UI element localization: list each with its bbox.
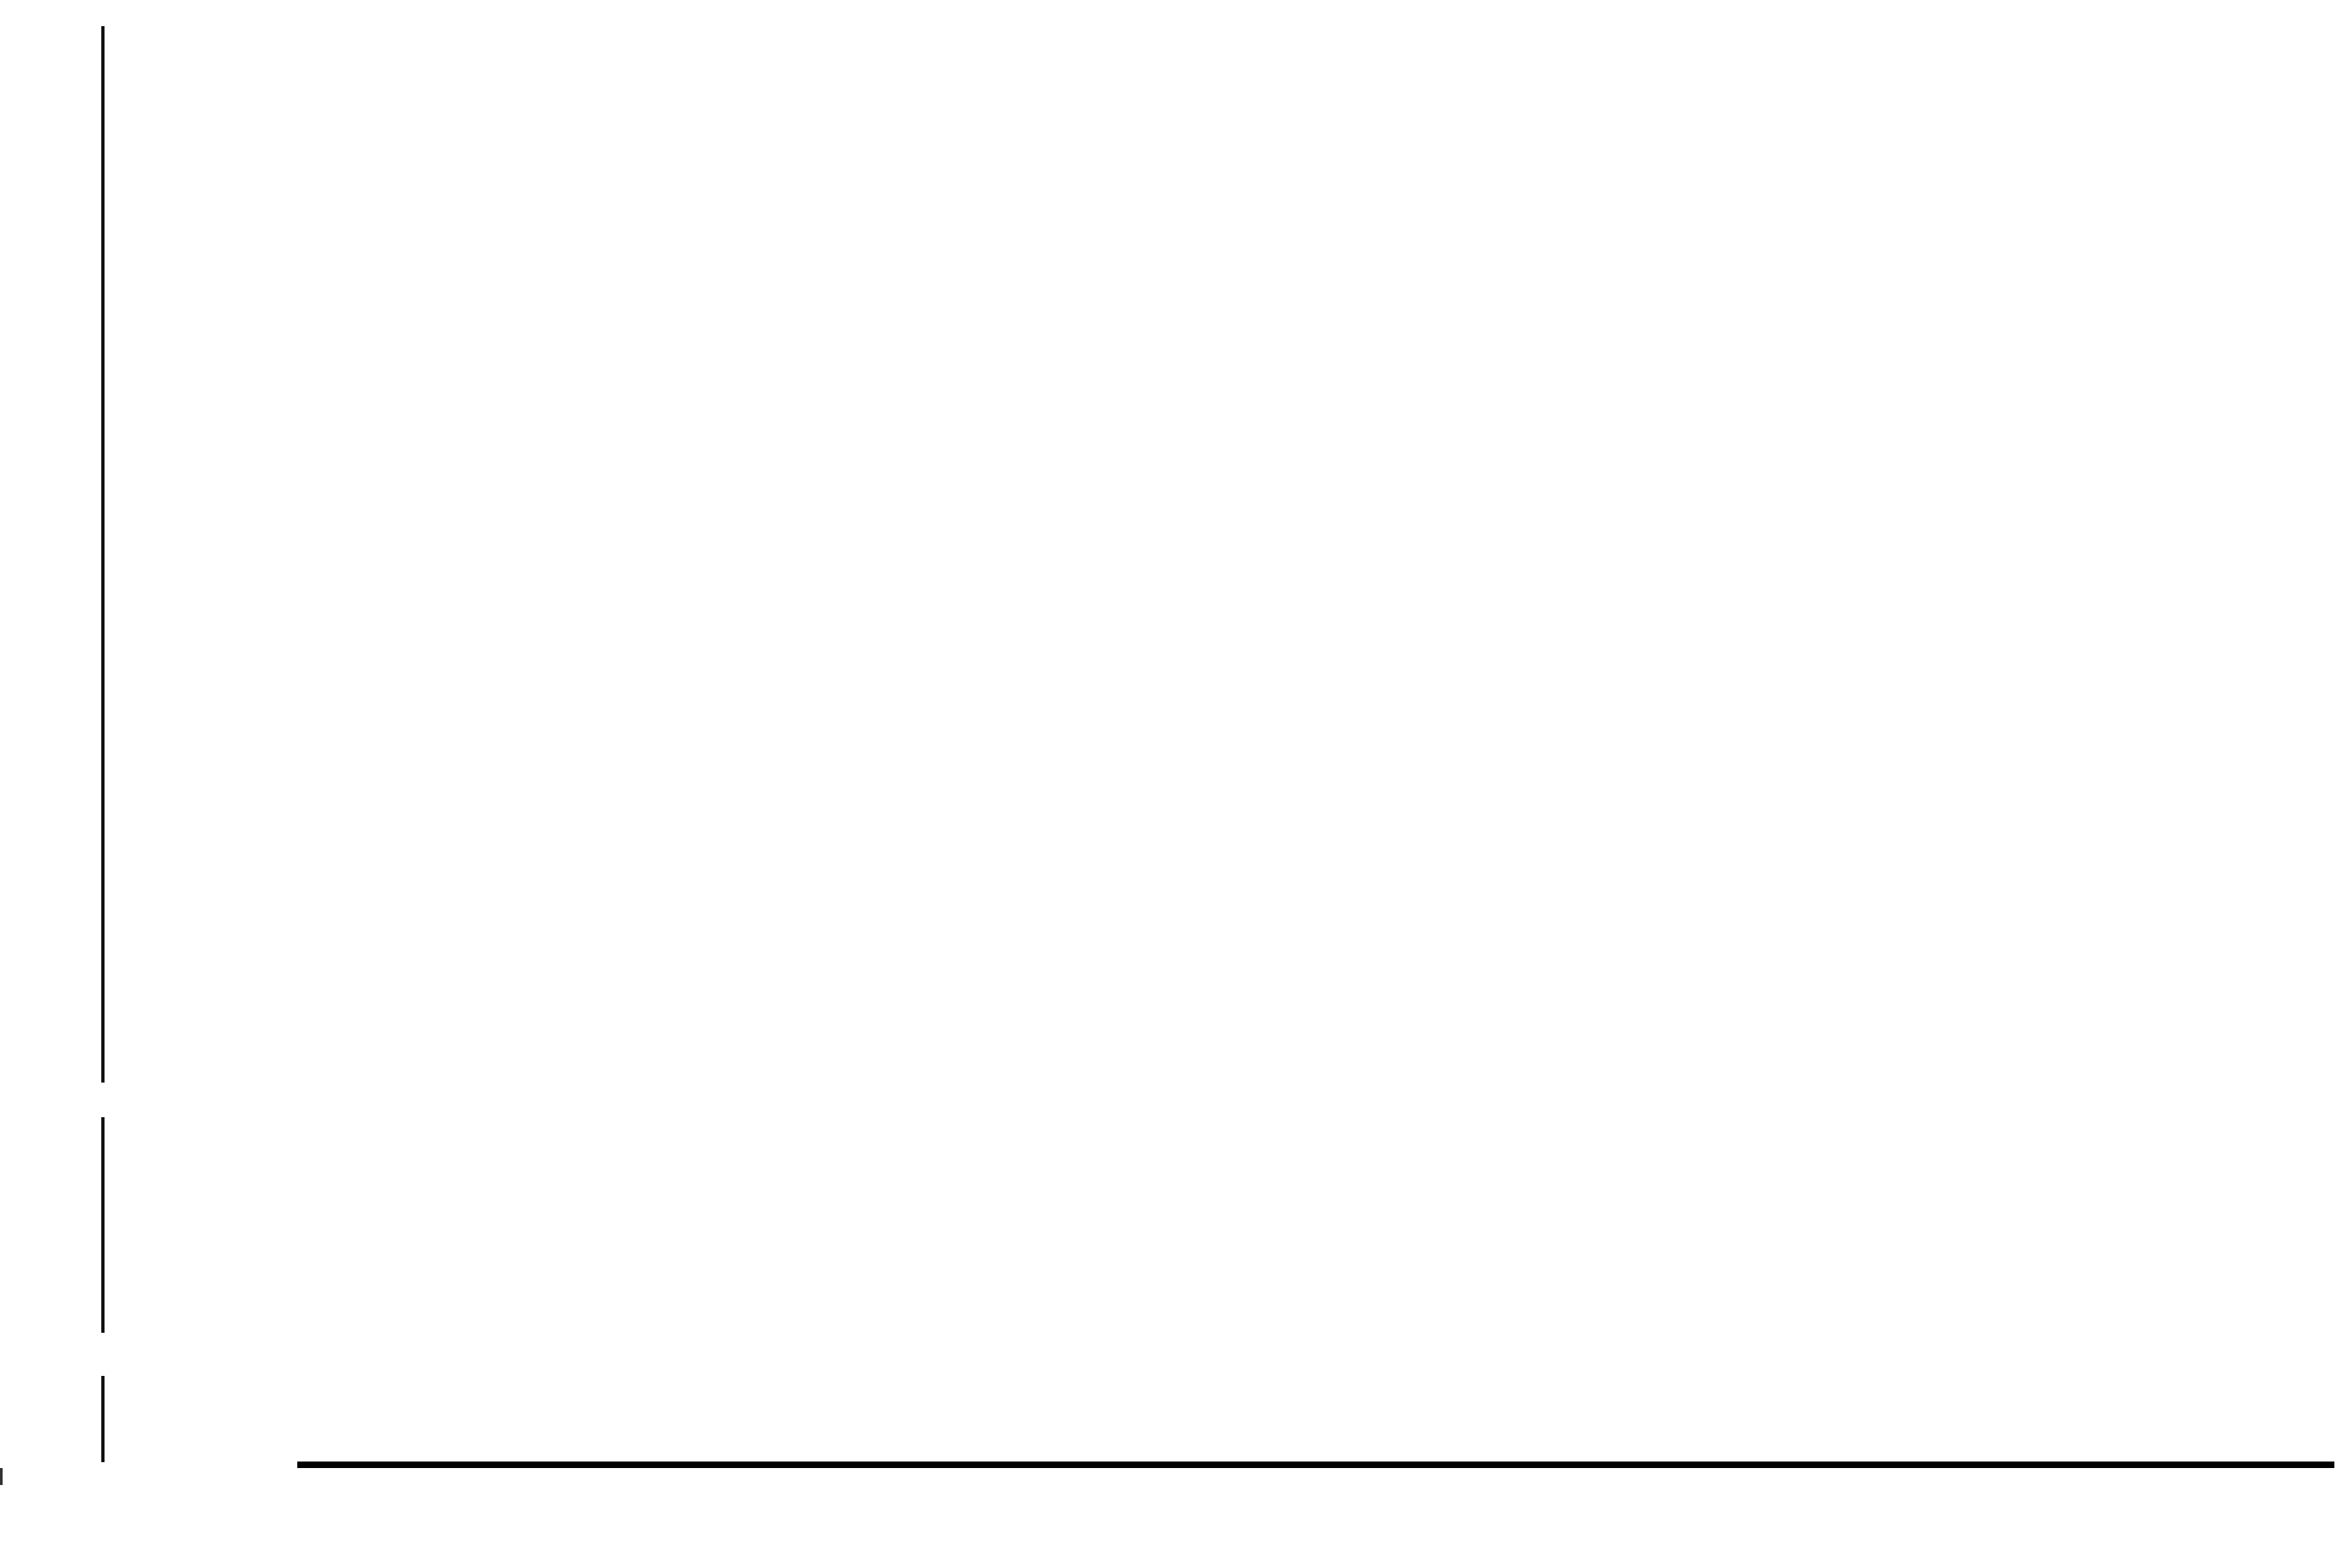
x-tick-mark: [0, 1468, 3, 1485]
genes-axis-line: [101, 1117, 105, 1333]
x-axis-line: [297, 1462, 2334, 1468]
y-axis-line: [101, 26, 105, 1083]
peaks-axis-line: [101, 1376, 105, 1462]
